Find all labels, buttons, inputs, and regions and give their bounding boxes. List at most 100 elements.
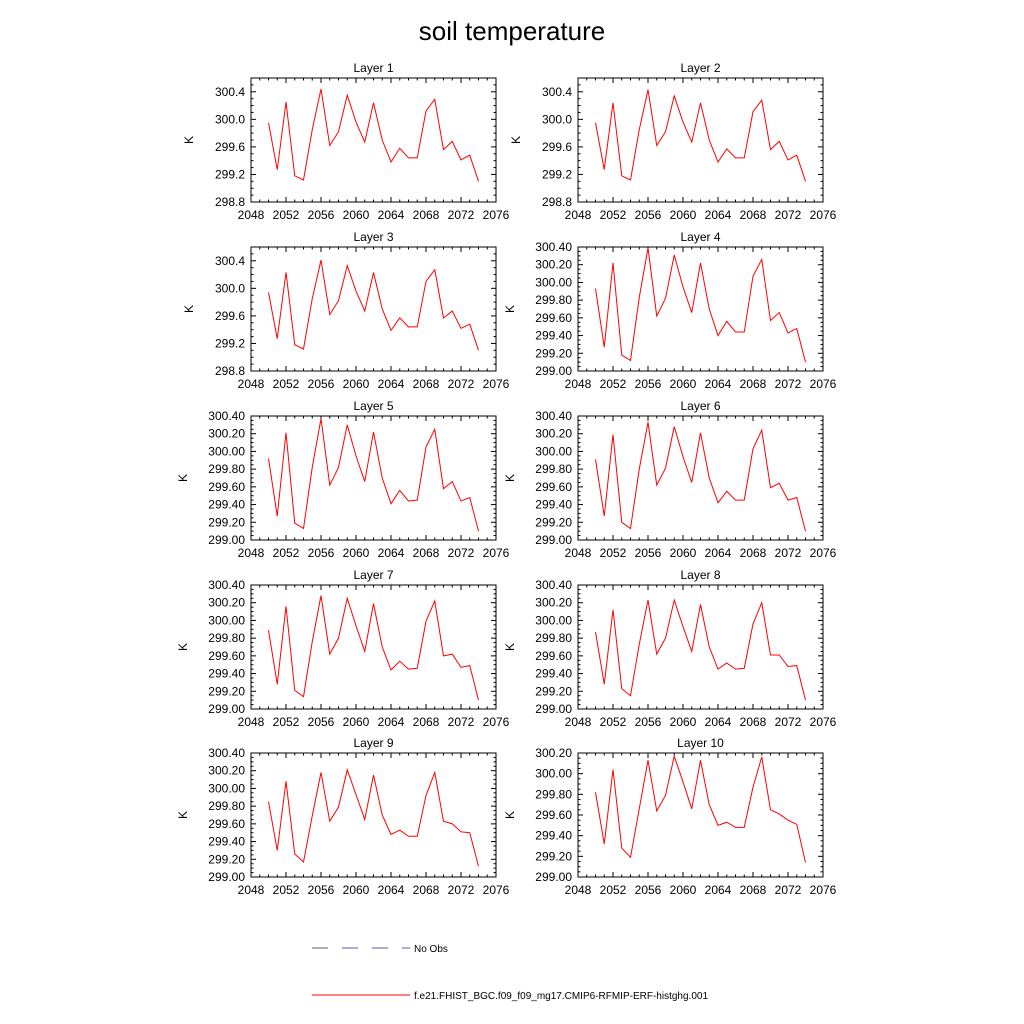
x-tick-label: 2060	[670, 208, 697, 222]
x-tick-label: 2056	[308, 546, 335, 560]
y-tick-label: 299.6	[215, 309, 245, 323]
y-axis-label: K	[176, 474, 190, 482]
x-tick-label: 2048	[565, 546, 592, 560]
y-tick-label: 300.00	[535, 767, 572, 781]
x-tick-label: 2076	[483, 715, 510, 729]
series-line-layer-3	[268, 259, 479, 351]
y-tick-label: 299.80	[535, 293, 572, 307]
y-tick-label: 300.40	[535, 578, 572, 592]
y-tick-label: 300.00	[535, 613, 572, 627]
x-tick-label: 2064	[378, 377, 405, 391]
series-line-layer-8	[595, 598, 806, 701]
x-tick-label: 2072	[448, 546, 475, 560]
panel-title: Layer 9	[353, 736, 393, 750]
panel-title: Layer 3	[353, 230, 393, 244]
x-tick-label: 2048	[565, 715, 592, 729]
series-line-layer-10	[595, 754, 806, 863]
x-tick-label: 2064	[378, 546, 405, 560]
series-line-layer-1	[268, 88, 479, 182]
series-line-layer-6	[595, 422, 806, 532]
series-line-layer-7	[268, 595, 479, 701]
x-tick-label: 2076	[810, 883, 837, 897]
x-tick-label: 2052	[600, 715, 627, 729]
y-tick-label: 299.00	[535, 702, 572, 716]
y-tick-label: 299.60	[535, 480, 572, 494]
plot-frame	[577, 752, 824, 878]
x-tick-label: 2068	[413, 715, 440, 729]
y-tick-label: 300.4	[215, 254, 245, 268]
x-tick-label: 2068	[740, 377, 767, 391]
y-tick-label: 300.00	[535, 444, 572, 458]
y-tick-label: 299.80	[208, 631, 245, 645]
series-line-layer-2	[595, 89, 806, 182]
x-tick-label: 2068	[740, 883, 767, 897]
y-axis-label: K	[509, 136, 523, 144]
y-tick-label: 299.80	[535, 462, 572, 476]
y-tick-label: 299.60	[535, 649, 572, 663]
panel-title: Layer 8	[680, 568, 720, 582]
y-tick-label: 299.40	[208, 835, 245, 849]
y-tick-label: 300.40	[208, 746, 245, 760]
y-tick-label: 299.40	[535, 329, 572, 343]
x-tick-label: 2060	[343, 883, 370, 897]
x-tick-label: 2052	[600, 546, 627, 560]
x-tick-label: 2072	[775, 546, 802, 560]
x-tick-label: 2052	[600, 883, 627, 897]
y-tick-label: 300.00	[208, 444, 245, 458]
y-tick-label: 300.4	[542, 85, 572, 99]
x-tick-label: 2064	[705, 883, 732, 897]
x-tick-label: 2068	[413, 377, 440, 391]
plot-frame	[577, 584, 824, 710]
series-line-layer-4	[595, 247, 806, 363]
y-tick-label: 300.20	[535, 258, 572, 272]
y-tick-label: 299.20	[535, 515, 572, 529]
y-tick-label: 299.80	[208, 462, 245, 476]
x-tick-label: 2048	[565, 883, 592, 897]
y-tick-label: 298.8	[542, 195, 572, 209]
x-tick-label: 2068	[740, 546, 767, 560]
x-tick-label: 2052	[273, 715, 300, 729]
x-tick-label: 2060	[670, 546, 697, 560]
y-tick-label: 299.2	[215, 167, 245, 181]
x-tick-label: 2072	[775, 883, 802, 897]
y-axis-label: K	[503, 811, 517, 819]
y-tick-label: 299.60	[208, 480, 245, 494]
x-tick-label: 2048	[238, 546, 265, 560]
y-tick-label: 300.0	[215, 112, 245, 126]
y-tick-label: 300.40	[535, 409, 572, 423]
figure-title: soil temperature	[419, 16, 605, 46]
x-tick-label: 2076	[483, 208, 510, 222]
series-line-layer-9	[268, 768, 479, 867]
plot-frame	[250, 246, 497, 372]
plot-frame	[577, 77, 824, 203]
y-tick-label: 300.40	[535, 240, 572, 254]
y-tick-label: 299.6	[542, 140, 572, 154]
x-tick-label: 2060	[343, 208, 370, 222]
panel-layer-4: Layer 4 2048 2052 2056 2060 2064 2068 2072 2076 2…	[503, 230, 837, 391]
x-tick-label: 2064	[705, 546, 732, 560]
x-tick-label: 2056	[635, 208, 662, 222]
y-axis-label: K	[176, 643, 190, 651]
y-tick-label: 299.2	[215, 336, 245, 350]
y-tick-label: 299.40	[208, 667, 245, 681]
y-tick-label: 299.60	[535, 311, 572, 325]
y-tick-label: 299.00	[535, 870, 572, 884]
x-tick-label: 2060	[343, 715, 370, 729]
y-tick-label: 299.60	[208, 817, 245, 831]
y-tick-label: 300.00	[208, 613, 245, 627]
y-tick-label: 300.0	[215, 281, 245, 295]
y-tick-label: 299.00	[535, 533, 572, 547]
panel-layer-6: Layer 6 2048 2052 2056 2060 2064 2068 2072 2076 2…	[503, 399, 837, 560]
x-tick-label: 2048	[238, 377, 265, 391]
y-tick-label: 299.00	[208, 702, 245, 716]
x-tick-label: 2076	[810, 208, 837, 222]
y-tick-label: 300.40	[208, 409, 245, 423]
y-tick-label: 299.00	[208, 533, 245, 547]
y-axis-label: K	[503, 305, 517, 313]
panel-title: Layer 4	[680, 230, 720, 244]
x-tick-label: 2048	[565, 377, 592, 391]
x-tick-label: 2064	[378, 715, 405, 729]
y-tick-label: 299.20	[208, 515, 245, 529]
x-tick-label: 2076	[483, 883, 510, 897]
